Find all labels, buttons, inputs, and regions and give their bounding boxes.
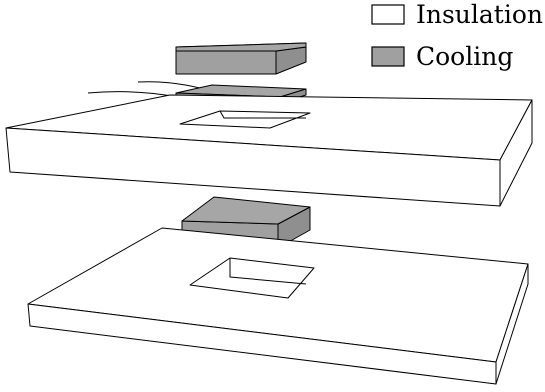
legend: Insulation Cooling [371,0,543,71]
lower-insulation-plate-side-face [495,263,529,385]
legend-item-insulation: Insulation [371,0,543,29]
cooling-label: Cooling [416,42,513,71]
upper-insulation-plate-side-face [499,99,533,207]
legend-item-cooling: Cooling [371,42,513,71]
lower-insulation-plate-opening-inner-edge [229,258,307,285]
lower-cooling-block-top-face [181,196,311,225]
top-cooling-block-side-face [275,46,307,75]
top-cooling-block-top [175,42,307,52]
top-cooling-block [175,42,307,75]
lower-insulation-plate-opening [189,257,315,299]
insulation-swatch [371,4,405,25]
top-cooling-block-front-face [175,50,277,75]
insulation-label: Insulation [416,0,543,29]
upper-insulation-plate-opening-inner-edge [219,110,306,119]
upper-insulation-plate [5,94,533,207]
wire-lead-upper [137,81,201,89]
cooling-swatch [371,46,405,67]
upper-insulation-plate-opening [179,110,311,129]
lower-insulation-plate [27,227,529,385]
